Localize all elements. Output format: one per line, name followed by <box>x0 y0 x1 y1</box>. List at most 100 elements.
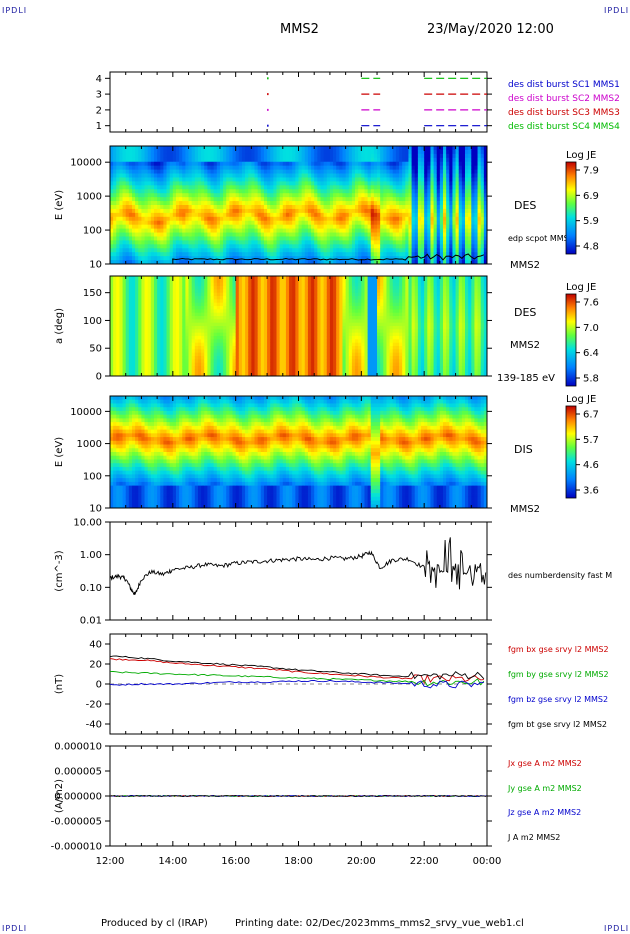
heatmap-cell <box>298 244 303 249</box>
heatmap-cell <box>465 146 469 151</box>
heatmap-cell <box>455 181 460 186</box>
heatmap-cell <box>213 173 218 178</box>
heatmap-cell <box>439 236 444 241</box>
heatmap-cell <box>273 165 277 170</box>
heatmap-cell <box>304 224 309 229</box>
heatmap-cell <box>424 220 428 226</box>
heatmap-cell <box>194 366 199 370</box>
heatmap-cell <box>229 302 233 307</box>
heatmap-cell <box>172 289 177 294</box>
heatmap-cell <box>380 260 384 265</box>
heatmap-cell <box>424 260 428 265</box>
heatmap-cell <box>113 153 117 159</box>
heatmap-cell <box>179 289 183 294</box>
heatmap-cell <box>219 276 224 280</box>
heatmap-cell <box>370 244 375 249</box>
heatmap-cell <box>119 286 123 290</box>
heatmap-cell <box>260 220 265 226</box>
heatmap-cell <box>150 232 155 237</box>
heatmap-cell <box>336 185 340 190</box>
heatmap-cell <box>150 240 155 245</box>
heatmap-cell <box>483 189 488 194</box>
heatmap-cell <box>201 220 205 226</box>
heatmap-cell <box>138 322 142 327</box>
heatmap-cell <box>449 193 453 198</box>
heatmap-cell <box>179 212 183 218</box>
heatmap-cell <box>204 346 208 350</box>
heatmap-cell <box>188 362 193 367</box>
heatmap-cell <box>210 248 215 253</box>
heatmap-cell <box>348 197 353 202</box>
heatmap-cell <box>141 336 145 340</box>
heatmap-cell <box>204 216 208 222</box>
heatmap-cell <box>323 193 328 198</box>
heatmap-cell <box>141 362 145 367</box>
heatmap-cell <box>257 205 262 210</box>
heatmap-cell <box>304 185 309 190</box>
heatmap-cell <box>169 216 174 222</box>
heatmap-cell <box>207 279 211 284</box>
heatmap-cell <box>238 173 243 178</box>
heatmap-cell <box>172 296 177 300</box>
heatmap-cell <box>367 181 372 186</box>
heatmap-cell <box>128 282 133 287</box>
heatmap-cell <box>125 201 130 206</box>
heatmap-cell <box>157 240 161 245</box>
heatmap-cell <box>157 299 161 304</box>
heatmap-cell <box>116 181 120 186</box>
heatmap-cell <box>213 326 218 330</box>
heatmap-cell <box>113 299 117 304</box>
heatmap-cell <box>276 197 281 202</box>
heatmap-cell <box>263 181 268 186</box>
heatmap-cell <box>348 252 353 257</box>
heatmap-cell <box>417 177 422 182</box>
heatmap-cell <box>204 282 208 287</box>
heatmap-cell <box>219 244 224 249</box>
heatmap-cell <box>226 212 230 218</box>
heatmap-cell <box>383 189 387 194</box>
heatmap-cell <box>150 244 155 249</box>
heatmap-cell <box>172 165 177 170</box>
heatmap-cell <box>113 316 117 320</box>
heatmap-cell <box>182 309 186 314</box>
heatmap-cell <box>307 193 312 198</box>
heatmap-cell <box>279 165 284 170</box>
heatmap-cell <box>279 149 284 155</box>
heatmap-cell <box>377 169 381 174</box>
heatmap-cell <box>414 177 419 182</box>
heatmap-cell <box>175 205 180 210</box>
heatmap-cell <box>172 322 177 327</box>
heatmap-cell <box>342 201 347 206</box>
heatmap-cell <box>172 279 177 284</box>
heatmap-cell <box>455 197 460 202</box>
heatmap-cell <box>383 232 387 237</box>
heatmap-cell <box>147 240 152 245</box>
heatmap-cell <box>235 296 240 300</box>
heatmap-cell <box>207 319 211 324</box>
heatmap-cell <box>461 181 466 186</box>
heatmap-cell <box>135 289 139 294</box>
heatmap-cell <box>223 349 227 354</box>
heatmap-cell <box>119 177 123 182</box>
heatmap-cell <box>323 260 328 265</box>
heatmap-cell <box>138 296 142 300</box>
heatmap-cell <box>141 240 145 245</box>
heatmap-cell <box>128 201 133 206</box>
heatmap-cell <box>430 146 434 151</box>
heatmap-cell <box>204 336 208 340</box>
heatmap-cell <box>279 216 284 222</box>
heatmap-cell <box>219 349 224 354</box>
heatmap-cell <box>191 369 196 374</box>
heatmap-cell <box>150 208 155 214</box>
heatmap-cell <box>226 362 230 367</box>
heatmap-cell <box>455 224 460 229</box>
heatmap-cell <box>175 316 180 320</box>
heatmap-cell <box>427 216 431 222</box>
heatmap-cell <box>147 352 152 357</box>
heatmap-cell <box>257 161 262 167</box>
heatmap-cell <box>241 189 246 194</box>
heatmap-cell <box>273 260 277 265</box>
heatmap-cell <box>474 169 478 174</box>
heatmap-cell <box>399 244 403 249</box>
heatmap-cell <box>229 282 233 287</box>
